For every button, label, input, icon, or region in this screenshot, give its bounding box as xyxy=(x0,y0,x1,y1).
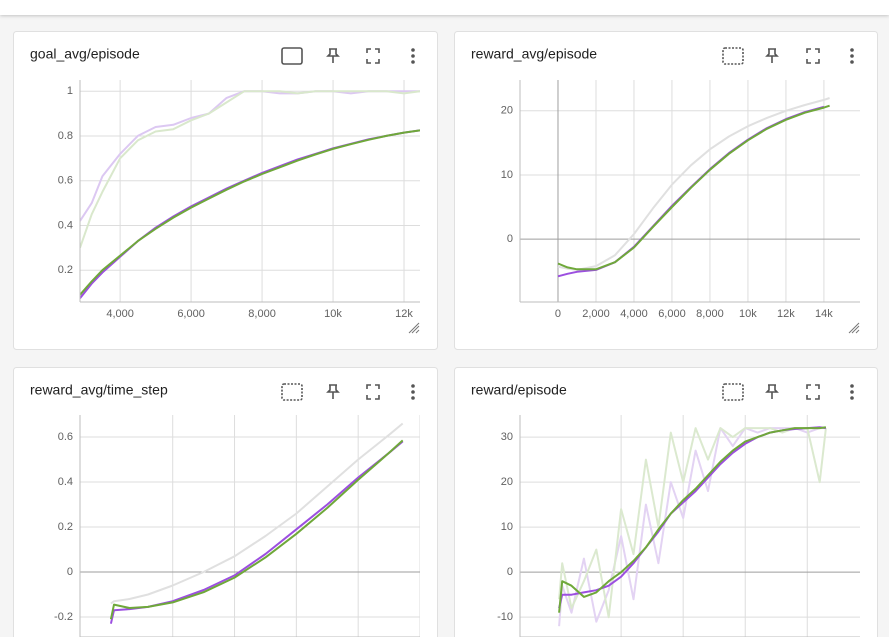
more-menu-dot[interactable] xyxy=(850,60,854,64)
series-line xyxy=(558,426,827,613)
y-tick-label: 10 xyxy=(501,169,513,181)
more-menu-dot[interactable] xyxy=(850,384,854,388)
x-tick-label: 8,000 xyxy=(248,308,276,320)
chart-title: reward_avg/episode xyxy=(471,46,597,62)
fullscreen-button[interactable] xyxy=(366,384,380,400)
card xyxy=(13,367,438,637)
x-tick-label: 4,000 xyxy=(620,308,648,320)
more-menu-dot[interactable] xyxy=(411,60,415,64)
y-tick-label: 0.6 xyxy=(58,431,73,443)
x-tick-label: 2,000 xyxy=(582,308,610,320)
y-tick-label: 0.6 xyxy=(58,175,73,187)
more-menu-dot[interactable] xyxy=(411,54,415,58)
y-tick-label: 20 xyxy=(501,105,513,117)
chart-title: goal_avg/episode xyxy=(30,46,140,62)
y-tick-label: -10 xyxy=(497,611,513,623)
x-tick-label: 14k xyxy=(815,308,833,320)
x-tick-label: 12k xyxy=(395,308,413,320)
x-tick-label: 12k xyxy=(777,308,795,320)
fit-domain-button[interactable] xyxy=(722,47,744,65)
x-tick-label: 6,000 xyxy=(658,308,686,320)
pin-button[interactable] xyxy=(765,384,779,399)
toolbar xyxy=(281,47,415,65)
y-tick-label: 30 xyxy=(501,431,513,443)
resize-handle[interactable] xyxy=(408,322,420,334)
more-menu-dot[interactable] xyxy=(411,384,415,388)
y-tick-label: 0.8 xyxy=(58,130,73,142)
toolbar xyxy=(722,383,854,401)
y-tick-label: 0.4 xyxy=(58,476,73,488)
y-tick-label: 1 xyxy=(67,85,73,97)
series-line xyxy=(109,439,404,620)
fullscreen-button[interactable] xyxy=(806,48,820,64)
x-tick-label: 10k xyxy=(324,308,342,320)
chart-title: reward_avg/time_step xyxy=(30,382,168,398)
fit-domain-button[interactable] xyxy=(722,383,744,401)
y-tick-label: 0.2 xyxy=(58,521,73,533)
x-tick-label: 4,000 xyxy=(106,308,134,320)
more-menu-dot[interactable] xyxy=(850,48,854,52)
x-tick-label: 0 xyxy=(555,308,561,320)
y-tick-label: 0 xyxy=(507,233,513,245)
plot xyxy=(80,80,420,302)
fit-domain-button[interactable] xyxy=(281,47,303,65)
x-tick-label: 10k xyxy=(739,308,757,320)
y-tick-label: -0.2 xyxy=(54,611,73,623)
series-line xyxy=(80,129,420,296)
y-tick-label: 10 xyxy=(501,521,513,533)
plot xyxy=(520,80,860,302)
pin-button[interactable] xyxy=(326,384,340,399)
x-tick-label: 6,000 xyxy=(177,308,205,320)
series-line xyxy=(558,427,826,627)
plot xyxy=(80,415,420,637)
more-menu-dot[interactable] xyxy=(850,390,854,394)
more-menu-dot[interactable] xyxy=(850,54,854,58)
series-line xyxy=(109,440,404,624)
series-line xyxy=(557,104,830,271)
y-tick-label: 0 xyxy=(507,566,513,578)
pin-button[interactable] xyxy=(326,48,340,63)
series-line xyxy=(558,427,827,619)
resize-handle[interactable] xyxy=(848,322,860,334)
toolbar xyxy=(722,47,854,65)
fit-domain-button[interactable] xyxy=(281,383,303,401)
y-tick-label: 20 xyxy=(501,476,513,488)
more-menu-dot[interactable] xyxy=(411,396,415,400)
pin-button[interactable] xyxy=(765,48,779,63)
fullscreen-button[interactable] xyxy=(366,48,380,64)
x-tick-label: 8,000 xyxy=(696,308,724,320)
toolbar xyxy=(281,383,415,401)
y-tick-label: 0.4 xyxy=(58,219,73,231)
y-tick-label: 0 xyxy=(67,566,73,578)
chart-title: reward/episode xyxy=(471,382,567,398)
top-bar xyxy=(0,0,889,15)
more-menu-dot[interactable] xyxy=(411,48,415,52)
card xyxy=(454,367,878,637)
series-line xyxy=(110,422,404,605)
fullscreen-button[interactable] xyxy=(806,384,820,400)
more-menu-dot[interactable] xyxy=(850,396,854,400)
series-line xyxy=(557,97,830,271)
y-tick-label: 0.2 xyxy=(58,264,73,276)
series-line xyxy=(80,90,420,249)
plot xyxy=(520,415,860,637)
more-menu-dot[interactable] xyxy=(411,390,415,394)
